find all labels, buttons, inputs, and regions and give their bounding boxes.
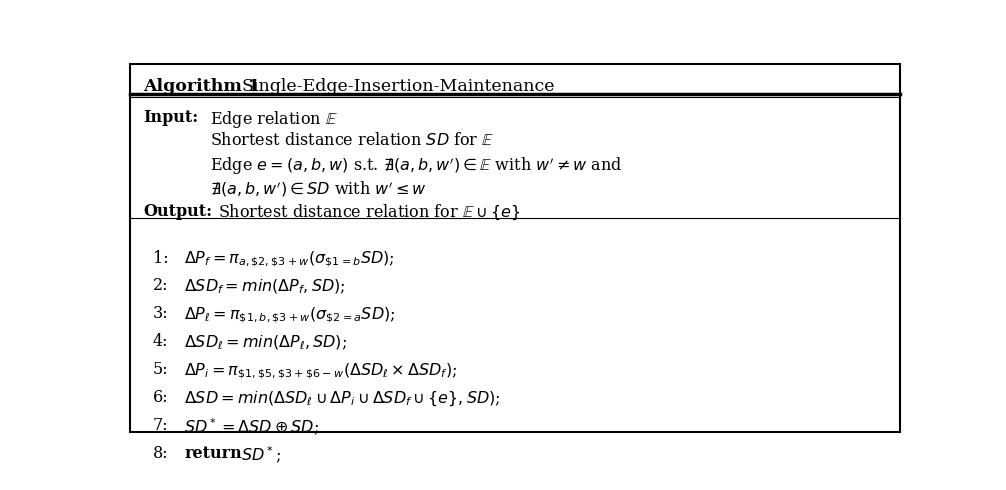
Text: return: return bbox=[184, 445, 242, 462]
Text: $\Delta P_f = \pi_{a,\$2,\$3+w}(\sigma_{\$1=b}\mathit{SD})$;: $\Delta P_f = \pi_{a,\$2,\$3+w}(\sigma_{… bbox=[184, 249, 395, 269]
Text: $\Delta P_\ell = \pi_{\$1,b,\$3+w}(\sigma_{\$2=a}\mathit{SD})$;: $\Delta P_\ell = \pi_{\$1,b,\$3+w}(\sigm… bbox=[184, 305, 395, 325]
Text: $\Delta \mathit{SD} = min(\Delta \mathit{SD}_\ell \cup \Delta P_i \cup \Delta \m: $\Delta \mathit{SD} = min(\Delta \mathit… bbox=[184, 389, 501, 408]
Text: Edge relation $\mathbb{E}$: Edge relation $\mathbb{E}$ bbox=[210, 109, 338, 129]
Text: Edge $e = (a, b, w)$ s.t. $\nexists(a, b, w') \in \mathbb{E}$ with $w' \neq w$ a: Edge $e = (a, b, w)$ s.t. $\nexists(a, b… bbox=[210, 156, 623, 177]
Text: Input:: Input: bbox=[143, 109, 198, 125]
Text: Output:: Output: bbox=[143, 203, 212, 220]
Text: 3:: 3: bbox=[153, 305, 169, 322]
Text: Algorithm 1: Algorithm 1 bbox=[143, 78, 260, 96]
Text: 4:: 4: bbox=[153, 333, 169, 350]
Text: 5:: 5: bbox=[153, 361, 169, 378]
Text: 8:: 8: bbox=[153, 445, 169, 462]
Text: 2:: 2: bbox=[153, 277, 169, 294]
Text: Shortest distance relation for $\mathbb{E} \cup \{e\}$: Shortest distance relation for $\mathbb{… bbox=[217, 203, 520, 222]
Text: Single-Edge-Insertion-Maintenance: Single-Edge-Insertion-Maintenance bbox=[241, 78, 554, 96]
Text: Shortest distance relation $\mathit{SD}$ for $\mathbb{E}$: Shortest distance relation $\mathit{SD}$… bbox=[210, 132, 494, 149]
Text: $\Delta \mathit{SD}_\ell = min(\Delta P_\ell, \mathit{SD})$;: $\Delta \mathit{SD}_\ell = min(\Delta P_… bbox=[184, 333, 347, 352]
Text: $\nexists(a, b, w') \in \mathit{SD}$ with $w' \leq w$: $\nexists(a, b, w') \in \mathit{SD}$ wit… bbox=[210, 179, 427, 198]
Text: 6:: 6: bbox=[153, 389, 169, 406]
Text: $\mathit{SD}^* = \Delta \mathit{SD} \oplus \mathit{SD}$;: $\mathit{SD}^* = \Delta \mathit{SD} \opl… bbox=[184, 417, 319, 438]
Text: 1:: 1: bbox=[153, 249, 169, 267]
Text: 7:: 7: bbox=[153, 417, 169, 434]
FancyBboxPatch shape bbox=[130, 65, 900, 432]
Text: $\mathit{SD}^*$;: $\mathit{SD}^*$; bbox=[241, 445, 281, 466]
Text: $\Delta P_i = \pi_{\$1,\$5,\$3+\$6-w}(\Delta \mathit{SD}_\ell \times \Delta \mat: $\Delta P_i = \pi_{\$1,\$5,\$3+\$6-w}(\D… bbox=[184, 361, 458, 381]
Text: $\Delta \mathit{SD}_f = min(\Delta P_f, \mathit{SD})$;: $\Delta \mathit{SD}_f = min(\Delta P_f, … bbox=[184, 277, 346, 296]
